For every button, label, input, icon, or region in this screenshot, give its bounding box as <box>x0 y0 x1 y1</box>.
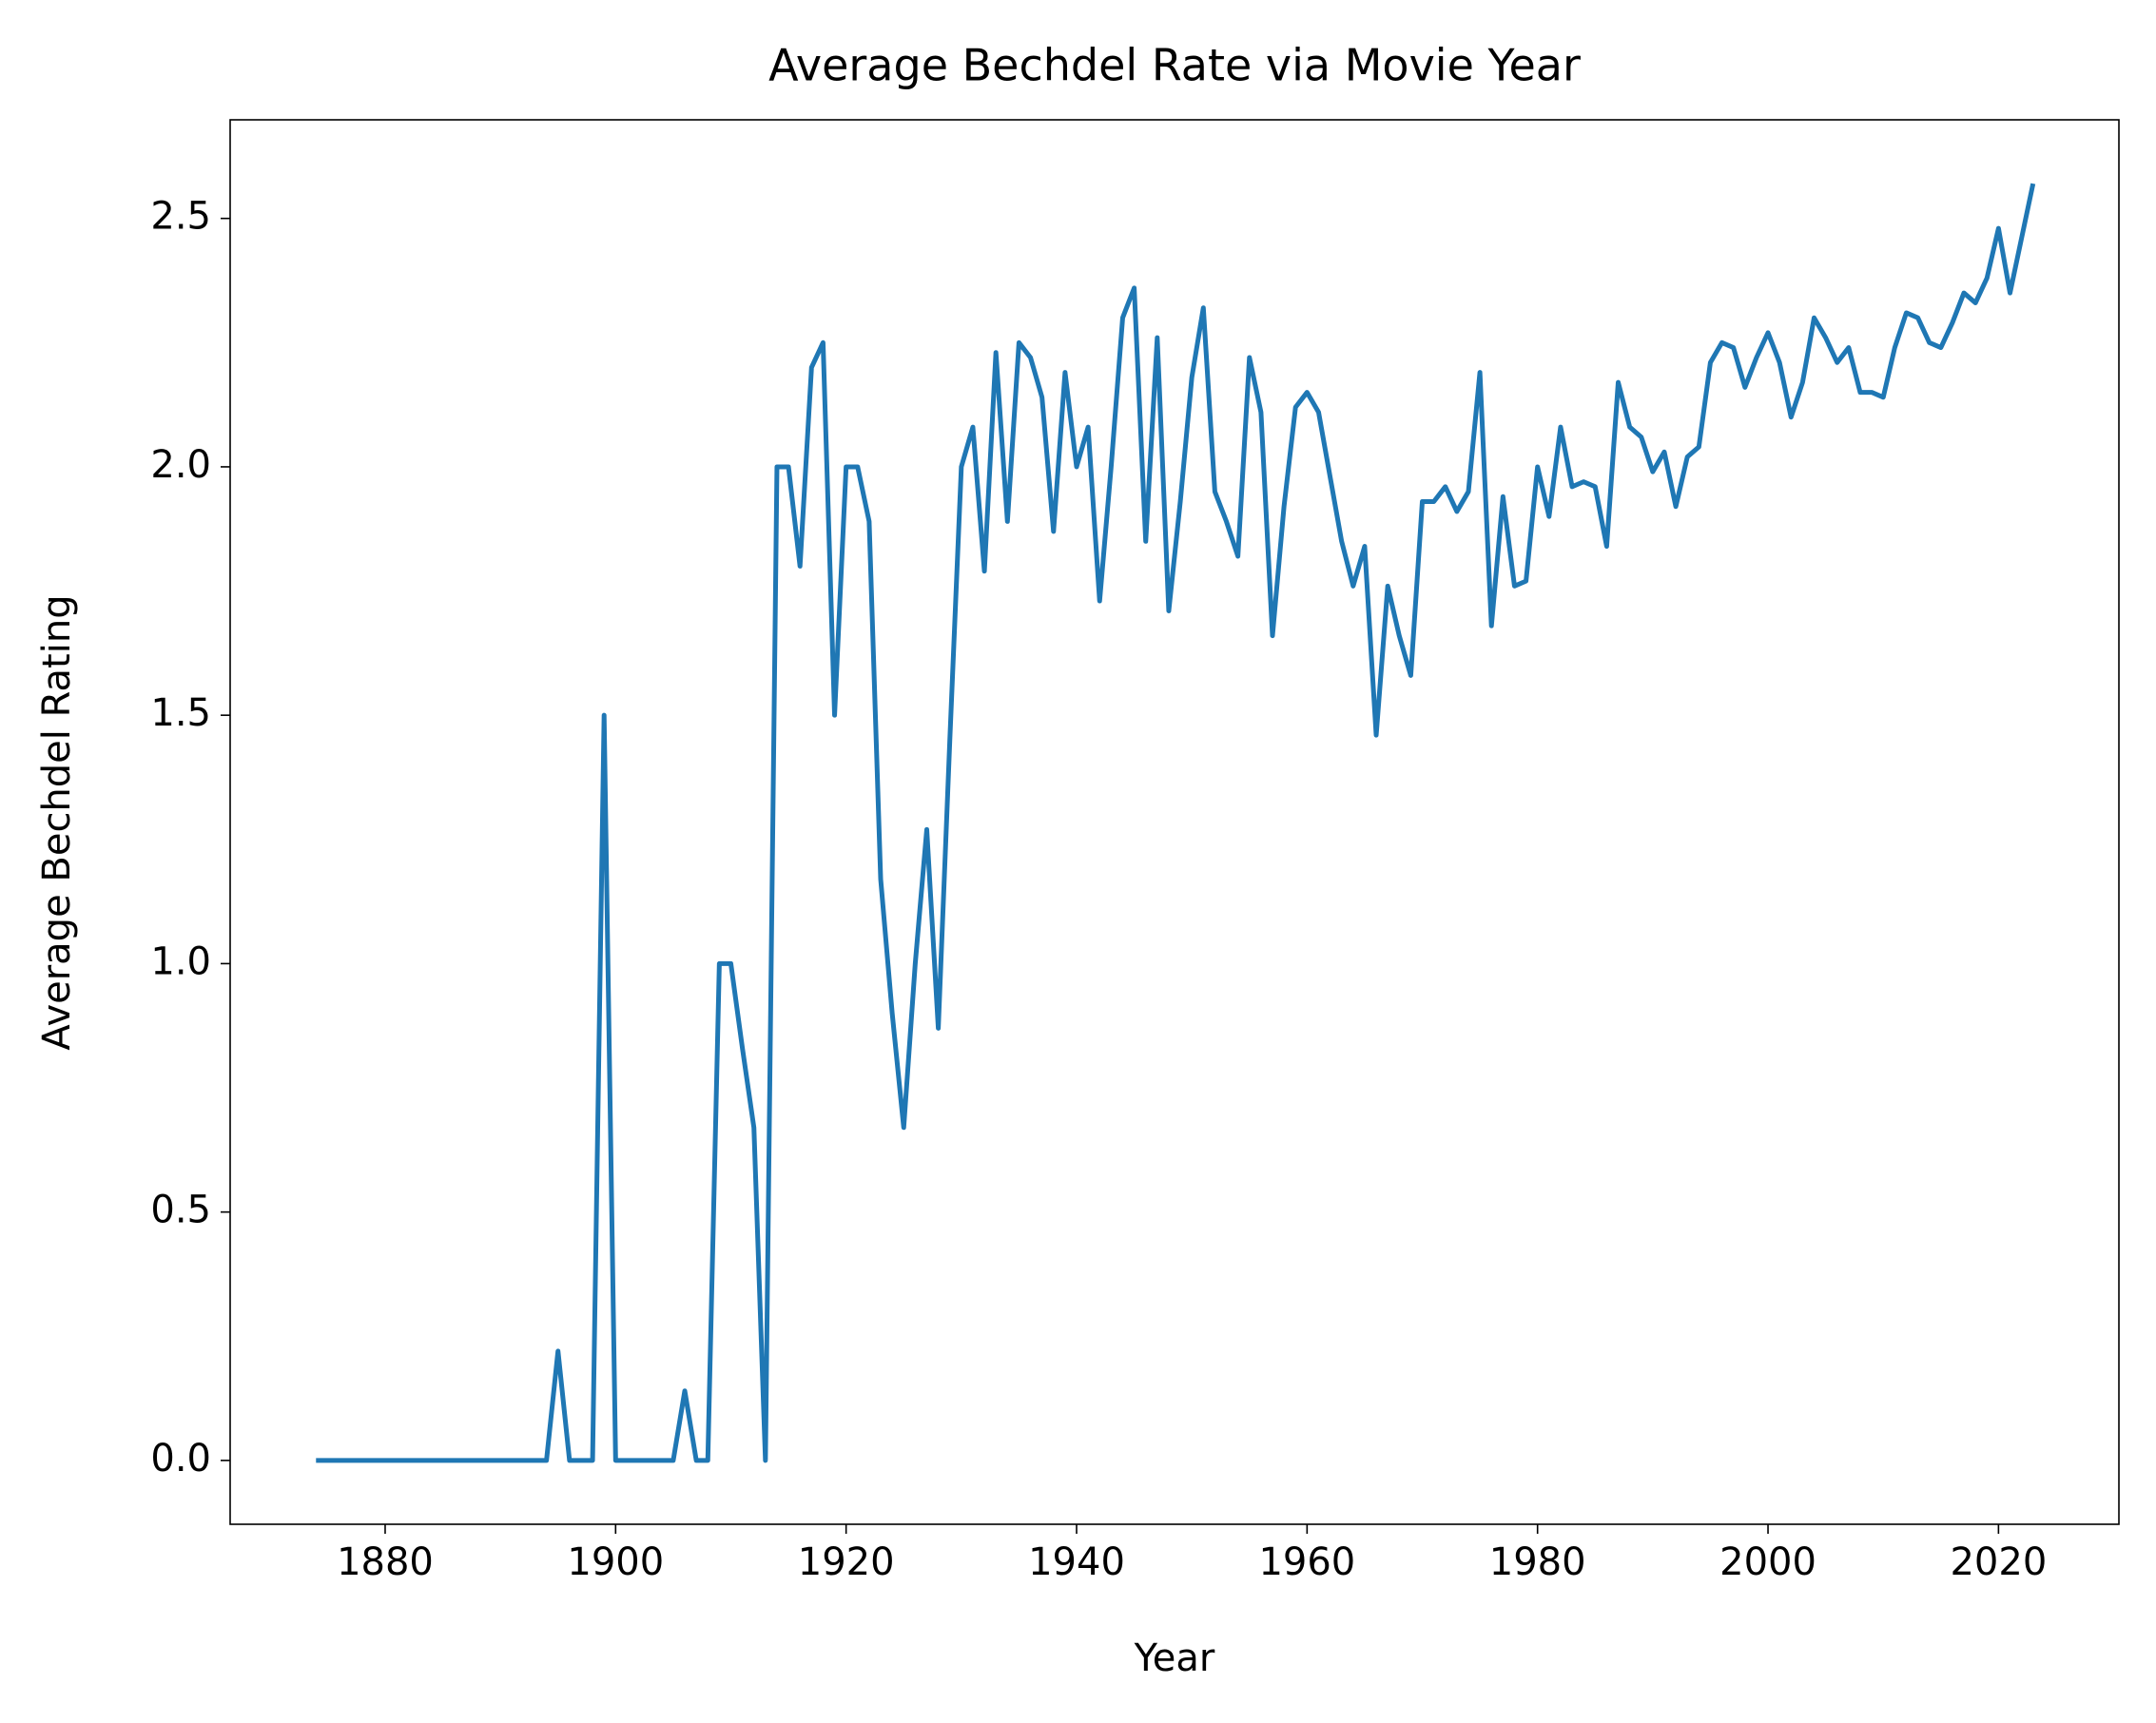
data-line <box>316 183 2036 1463</box>
x-tick-label: 1920 <box>798 1540 895 1584</box>
y-tick-label: 2.0 <box>150 443 211 487</box>
chart-title: Average Bechdel Rate via Movie Year <box>768 40 1581 91</box>
x-tick-label: 1940 <box>1028 1540 1125 1584</box>
plot-frame <box>229 119 2120 1525</box>
x-tick-label: 1980 <box>1489 1540 1586 1584</box>
y-tick-label: 0.0 <box>150 1437 211 1481</box>
x-tick-label: 1960 <box>1258 1540 1355 1584</box>
y-tick-label: 1.5 <box>150 691 211 735</box>
x-tick-label: 2020 <box>1950 1540 2047 1584</box>
y-axis-label: Average Bechdel Rating <box>35 594 79 1050</box>
y-tick-label: 2.5 <box>150 195 211 239</box>
y-tick-label: 0.5 <box>150 1189 211 1232</box>
y-tick-label: 1.0 <box>150 939 211 983</box>
x-axis-label: Year <box>1134 1636 1215 1680</box>
x-tick-label: 1880 <box>337 1540 434 1584</box>
x-tick-label: 2000 <box>1719 1540 1816 1584</box>
x-tick-label: 1900 <box>567 1540 664 1584</box>
